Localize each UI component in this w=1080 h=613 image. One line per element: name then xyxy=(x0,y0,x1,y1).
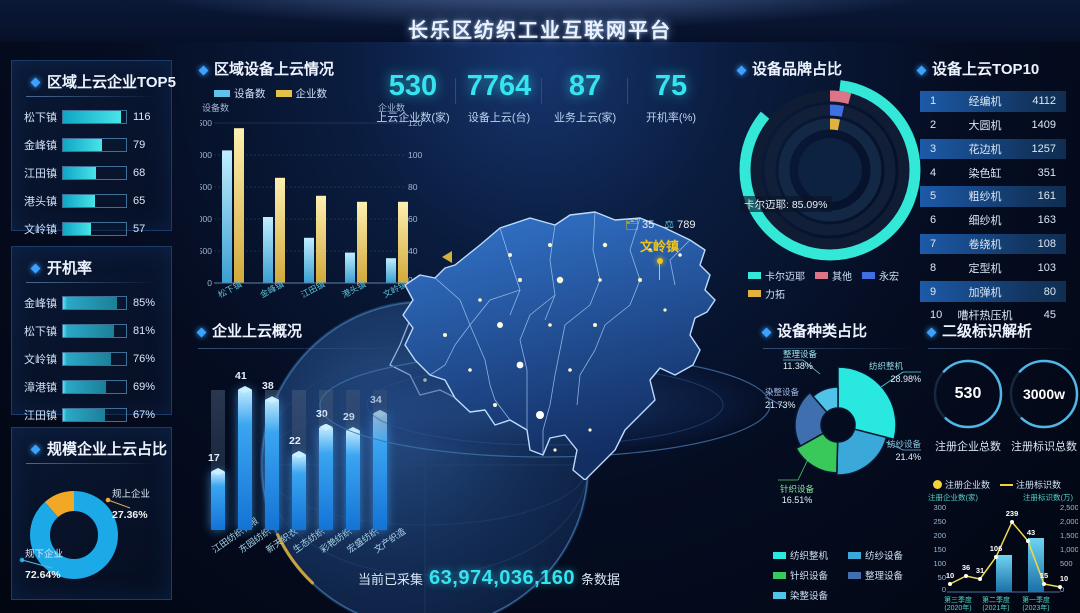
svg-text:11.38%: 11.38% xyxy=(783,361,813,371)
svg-text:设备数: 设备数 xyxy=(202,103,229,113)
svg-text:2,500: 2,500 xyxy=(200,118,212,128)
svg-text:500: 500 xyxy=(200,246,212,256)
svg-text:0: 0 xyxy=(207,278,212,288)
svg-text:21.73%: 21.73% xyxy=(765,400,796,410)
svg-text:第一季度: 第一季度 xyxy=(1022,595,1050,604)
svg-text:纺纱设备: 纺纱设备 xyxy=(887,439,922,449)
svg-text:31: 31 xyxy=(976,566,984,575)
svg-text:企业数: 企业数 xyxy=(378,103,405,113)
svg-text:注册企业数(家): 注册企业数(家) xyxy=(928,492,978,502)
svg-text:250: 250 xyxy=(933,517,946,526)
svg-text:针织设备: 针织设备 xyxy=(780,484,815,494)
svg-text:10: 10 xyxy=(946,571,954,580)
svg-text:2,000: 2,000 xyxy=(200,150,212,160)
svg-text:1,500: 1,500 xyxy=(1060,531,1078,540)
svg-text:100: 100 xyxy=(933,559,946,568)
svg-text:72.64%: 72.64% xyxy=(25,569,61,581)
svg-text:15: 15 xyxy=(1040,571,1048,580)
svg-text:300: 300 xyxy=(933,503,946,512)
svg-text:10: 10 xyxy=(1060,574,1068,583)
svg-text:(2023年): (2023年) xyxy=(1022,603,1049,612)
svg-text:2,000: 2,000 xyxy=(1060,517,1078,526)
svg-text:500: 500 xyxy=(1060,559,1073,568)
svg-text:规下企业: 规下企业 xyxy=(25,548,63,560)
svg-text:239: 239 xyxy=(1006,509,1019,518)
svg-text:106: 106 xyxy=(990,544,1003,553)
svg-text:36: 36 xyxy=(962,563,970,572)
svg-text:27.36%: 27.36% xyxy=(112,509,148,521)
svg-text:整理设备: 整理设备 xyxy=(783,350,818,359)
svg-text:染整设备: 染整设备 xyxy=(765,387,800,397)
svg-text:第二季度: 第二季度 xyxy=(982,595,1010,604)
svg-text:200: 200 xyxy=(933,531,946,540)
svg-text:43: 43 xyxy=(1027,528,1035,537)
svg-text:50: 50 xyxy=(938,573,946,582)
svg-text:第三季度: 第三季度 xyxy=(944,595,972,604)
svg-text:21.4%: 21.4% xyxy=(895,452,921,462)
svg-text:2,500: 2,500 xyxy=(1060,503,1078,512)
svg-text:卡尔迈耶: 85.09%: 卡尔迈耶: 85.09% xyxy=(744,198,827,211)
svg-text:16.51%: 16.51% xyxy=(782,495,813,505)
svg-text:1,000: 1,000 xyxy=(1060,545,1078,554)
svg-text:1,500: 1,500 xyxy=(200,182,212,192)
svg-text:120: 120 xyxy=(408,118,422,128)
svg-text:(2020年): (2020年) xyxy=(944,603,971,612)
svg-text:150: 150 xyxy=(933,545,946,554)
svg-text:注册标识数(万): 注册标识数(万) xyxy=(1023,492,1073,502)
svg-text:规上企业: 规上企业 xyxy=(112,488,150,500)
svg-text:(2021年): (2021年) xyxy=(982,603,1009,612)
svg-text:纺织整机: 纺织整机 xyxy=(869,361,904,371)
svg-text:1,000: 1,000 xyxy=(200,214,212,224)
svg-text:28.98%: 28.98% xyxy=(890,374,921,384)
svg-text:0: 0 xyxy=(942,585,946,594)
